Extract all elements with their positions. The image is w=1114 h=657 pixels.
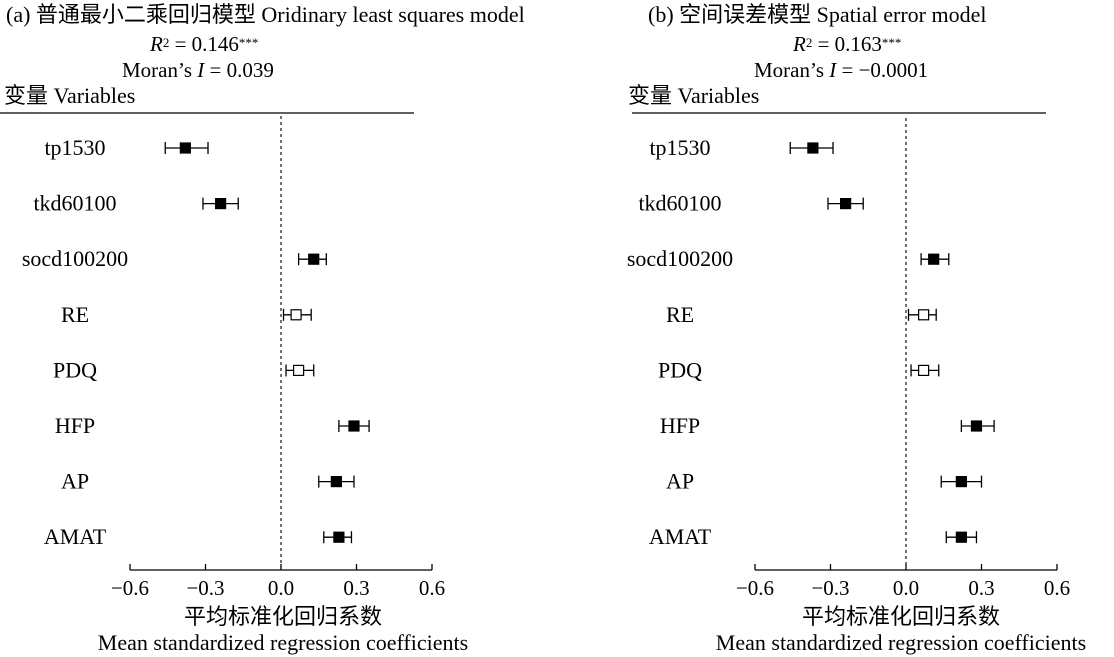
estimate-marker-filled	[807, 142, 819, 154]
x-tick-label: −0.6	[736, 576, 774, 600]
variable-label: tkd60100	[33, 191, 116, 216]
x-axis-title-en: Mean standardized regression coefficient…	[97, 630, 469, 655]
moran-stat: Moran’s I = −0.0001	[754, 58, 929, 82]
variable-label: AP	[61, 469, 89, 494]
x-tick-label: −0.3	[186, 576, 224, 600]
panel-title: (a) 普通最小二乘回归模型 Oridinary least squares m…	[6, 2, 525, 28]
x-tick-label: 0.0	[893, 576, 919, 600]
x-tick-label: 0.6	[1044, 576, 1070, 600]
x-tick-label: 0.3	[968, 576, 994, 600]
variable-label: tkd60100	[638, 191, 721, 216]
estimate-marker-filled	[840, 198, 852, 210]
estimate-marker-filled	[330, 476, 342, 488]
variable-label: HFP	[660, 413, 700, 438]
estimate-marker-filled	[215, 198, 227, 210]
panel-ols: (a) 普通最小二乘回归模型 Oridinary least squares m…	[0, 2, 525, 655]
estimate-marker-hollow	[918, 309, 930, 321]
estimate-marker-filled	[348, 420, 360, 432]
r2-stat: R2 = 0.163***	[793, 32, 902, 56]
panel-title: (b) 空间误差模型 Spatial error model	[648, 2, 987, 28]
estimate-marker-hollow	[918, 364, 930, 376]
forest-plot-a: −0.6 −0.3 0.0 0.3 0.6 tp1530 tkd60100 socd10020…	[0, 112, 445, 600]
variable-label: AMAT	[649, 524, 712, 549]
variable-label: socd100200	[627, 246, 733, 271]
estimate-marker-filled	[179, 142, 191, 154]
estimate-marker-hollow	[290, 309, 302, 321]
estimate-marker-filled	[955, 531, 967, 543]
moran-stat: Moran’s I = 0.039	[122, 58, 274, 82]
x-tick-label: −0.6	[111, 576, 149, 600]
x-tick-label: −0.3	[811, 576, 849, 600]
variable-label: RE	[61, 302, 89, 327]
panel-title-text: 普通最小二乘回归模型 Oridinary least squares model	[35, 2, 525, 27]
panel-title-text: 空间误差模型 Spatial error model	[679, 2, 987, 27]
x-axis-title-en: Mean standardized regression coefficient…	[715, 630, 1087, 655]
forest-plot-b: −0.6 −0.3 0.0 0.3 0.6 tp1530 tkd60100 socd10020…	[627, 112, 1070, 600]
variable-label: tp1530	[44, 135, 105, 160]
r2-stat: R2 = 0.146***	[150, 32, 259, 56]
estimate-marker-filled	[955, 476, 967, 488]
estimate-marker-filled	[928, 253, 940, 265]
variable-label: AP	[666, 469, 694, 494]
variable-label: PDQ	[658, 357, 702, 382]
panel-label: (b)	[648, 2, 674, 27]
x-tick-label: 0.6	[419, 576, 445, 600]
estimate-marker-filled	[970, 420, 983, 432]
estimate-marker-hollow	[293, 364, 305, 376]
x-axis-title-cn: 平均标准化回归系数	[183, 604, 382, 629]
variable-label: socd100200	[22, 246, 128, 271]
estimate-marker-filled	[333, 531, 345, 543]
panel-sem: (b) 空间误差模型 Spatial error model R2 = 0.16…	[590, 0, 1114, 657]
x-axis-title-cn: 平均标准化回归系数	[801, 604, 1000, 629]
x-tick-label: 0.0	[268, 576, 294, 600]
variables-header: 变量 Variables	[628, 83, 760, 108]
variable-label: HFP	[55, 413, 95, 438]
variable-label: PDQ	[53, 357, 97, 382]
x-tick-label: 0.3	[343, 576, 369, 600]
panel-label: (a)	[6, 2, 31, 27]
estimate-marker-filled	[308, 253, 320, 265]
variable-label: RE	[666, 302, 694, 327]
variables-header: 变量 Variables	[4, 83, 136, 108]
variable-label: tp1530	[649, 135, 710, 160]
variable-label: AMAT	[44, 524, 107, 549]
